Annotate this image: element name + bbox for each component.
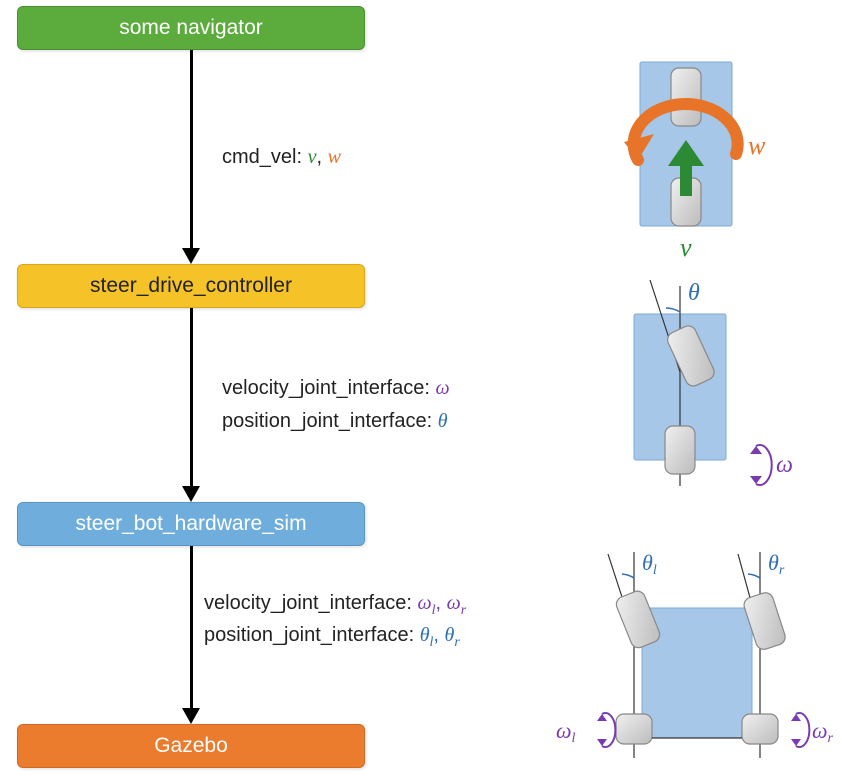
- label-prefix: cmd_vel:: [222, 146, 308, 168]
- node-gazebo: Gazebo: [17, 724, 365, 768]
- label-prefix: position_joint_interface:: [222, 410, 438, 432]
- label-prefix: velocity_joint_interface:: [204, 592, 417, 614]
- edge-label-edge3_line2: position_joint_interface: θl, θr: [204, 624, 460, 651]
- theta-label: θ: [688, 280, 700, 306]
- omega-label: ω: [776, 452, 793, 478]
- arrowhead-icon: [182, 486, 200, 502]
- label-symbol: ω: [435, 377, 449, 399]
- omega-r-rot-icon: [791, 713, 809, 747]
- omega-r-label: ωr: [812, 718, 834, 746]
- diagram-bottom: θl θr ωl ωr: [546, 542, 842, 782]
- v-label: v: [680, 233, 692, 262]
- node-steer_drive: steer_drive_controller: [17, 264, 365, 308]
- label-symbol: r: [454, 635, 459, 650]
- arrowhead-icon: [182, 248, 200, 264]
- diagram-top: w v: [588, 44, 818, 274]
- diagram-middle: θ ω: [592, 276, 832, 506]
- node-navigator: some navigator: [17, 6, 365, 50]
- edge-label-edge3_line1: velocity_joint_interface: ωl, ωr: [204, 592, 466, 619]
- edge-label-edge1: cmd_vel: v, w: [222, 146, 341, 169]
- omega-l-label: ωl: [556, 718, 576, 746]
- node-label: steer_drive_controller: [90, 274, 292, 298]
- w-label: w: [748, 131, 766, 160]
- label-prefix: velocity_joint_interface:: [222, 377, 435, 399]
- label-symbol: ω: [417, 592, 431, 614]
- label-symbol: θ: [420, 624, 430, 646]
- node-hw_sim: steer_bot_hardware_sim: [17, 502, 365, 546]
- omega-l-rot-icon: [597, 713, 615, 747]
- node-label: some navigator: [119, 16, 263, 40]
- omega-rot-icon: [750, 445, 772, 485]
- arrow-navigator-steer_drive: [190, 50, 193, 250]
- label-symbol: ,: [316, 146, 327, 168]
- edge-label-edge2_line2: position_joint_interface: θ: [222, 410, 448, 433]
- label-prefix: position_joint_interface:: [204, 624, 420, 646]
- theta-r-label: θr: [768, 550, 785, 578]
- label-symbol: θ: [438, 410, 448, 432]
- label-symbol: w: [328, 146, 341, 168]
- label-symbol: ,: [433, 624, 444, 646]
- arrowhead-icon: [182, 708, 200, 724]
- label-symbol: r: [461, 603, 466, 618]
- arrow-steer_drive-hw_sim: [190, 308, 193, 488]
- edge-label-edge2_line1: velocity_joint_interface: ω: [222, 377, 450, 400]
- label-symbol: ,: [435, 592, 446, 614]
- node-label: Gazebo: [154, 734, 228, 758]
- arrow-hw_sim-gazebo: [190, 546, 193, 710]
- theta-l-label: θl: [642, 550, 657, 578]
- node-label: steer_bot_hardware_sim: [75, 512, 306, 536]
- label-symbol: ω: [447, 592, 461, 614]
- label-symbol: θ: [445, 624, 455, 646]
